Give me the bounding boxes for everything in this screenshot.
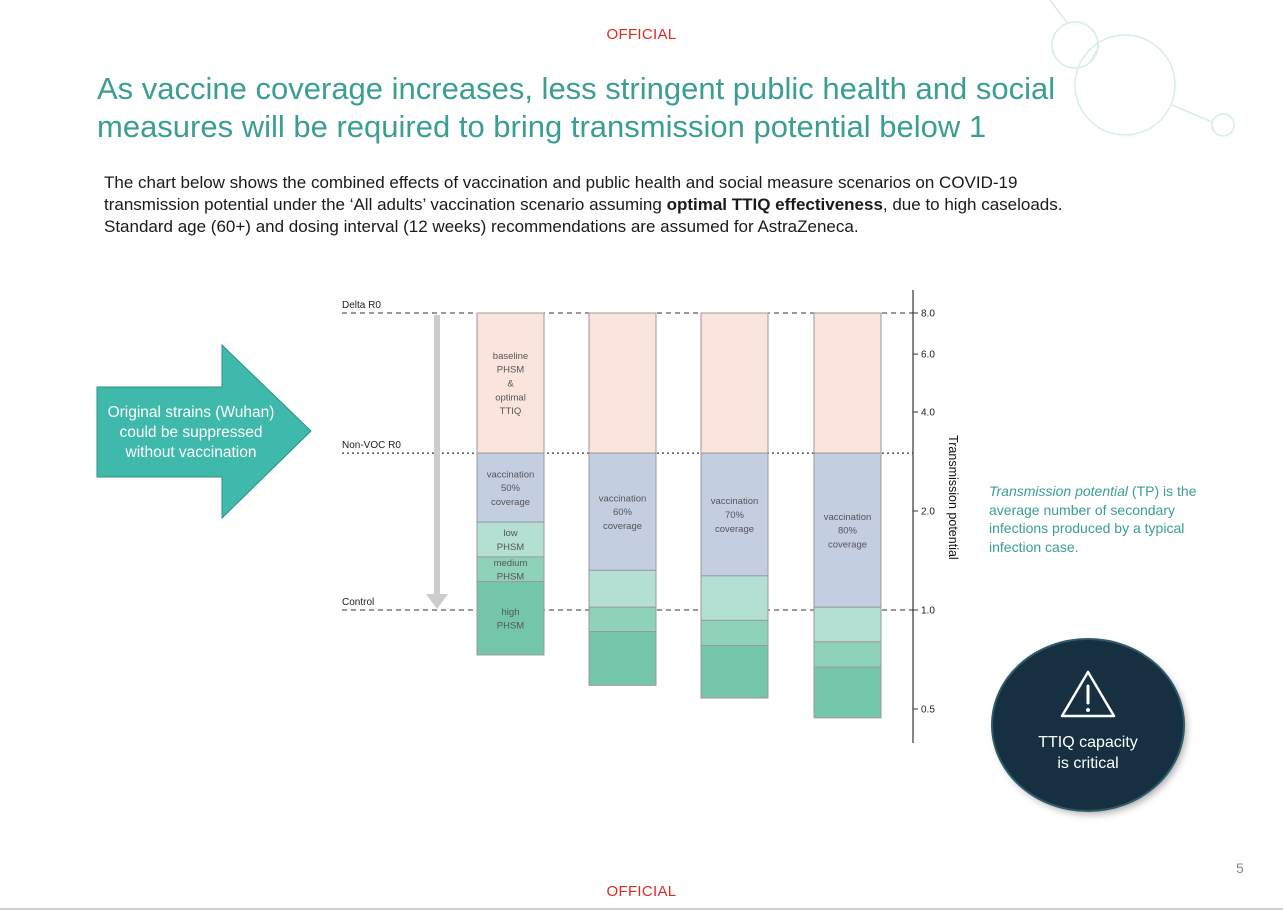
bar-label-1-1: 50% — [501, 483, 521, 494]
y-tick-label-3: 4.0 — [921, 408, 935, 419]
y-axis: 0.5 1.0 2.0 4.0 6.0 8.0 Transmission potential — [912, 290, 960, 743]
reference-label-1: Non-VOC R0 — [342, 440, 401, 451]
arrow-callout-shape — [96, 343, 312, 520]
classification-footer: OFFICIAL — [606, 883, 677, 900]
bar-2-medium — [700, 619, 769, 646]
y-tick-label-0: 0.5 — [921, 705, 935, 716]
bar-0-vaccination — [476, 452, 545, 523]
tp-definition-term: Transmission potential — [989, 483, 1129, 499]
y-tick-label-4: 6.0 — [921, 350, 935, 361]
bar-2-high — [700, 644, 769, 699]
bar-2-low — [700, 575, 769, 621]
intro-paragraph: The chart below shows the combined effec… — [104, 172, 1104, 238]
bar-2-baseline — [700, 312, 769, 454]
bar-1-high — [588, 631, 657, 686]
bar-label-0-2: & — [507, 379, 514, 390]
bar-0-high — [476, 581, 545, 656]
reduction-arrow-head — [426, 594, 448, 609]
intro-text-bold: optimal TTIQ effectiveness — [666, 195, 883, 214]
bar-label-3-0: medium — [494, 558, 528, 569]
ttiq-callout-text: TTIQ capacity is critical — [993, 732, 1183, 774]
bar-label-6-2: coverage — [715, 524, 754, 535]
bar-label-5-1: 60% — [613, 507, 633, 518]
intro-text-part2: , due to high caseloads. Standard age (6… — [104, 195, 1063, 236]
bar-label-7-0: vaccination — [824, 512, 872, 523]
bar-label-7-1: 80% — [838, 526, 858, 537]
warning-icon — [1060, 670, 1116, 718]
stacked-bars — [476, 312, 882, 719]
ttiq-line-1: TTIQ capacity — [1038, 734, 1138, 751]
page-number: 5 — [1236, 860, 1244, 876]
bar-3-vaccination — [813, 452, 882, 608]
bar-2-vaccination — [700, 452, 769, 577]
bar-labels: baseline PHSM & optimal TTIQ vaccination 50% co… — [487, 351, 872, 632]
tp-definition-text: (TP) is the average number of secondary … — [989, 483, 1197, 555]
bar-3-baseline — [813, 312, 882, 454]
decorative-molecule-graphic — [1049, 0, 1235, 137]
reference-label-2: Control — [342, 597, 374, 608]
bar-label-3-1: PHSM — [497, 572, 525, 583]
bar-label-0-0: baseline — [493, 351, 528, 362]
y-tick-label-2: 2.0 — [921, 507, 935, 518]
bar-label-7-2: coverage — [828, 539, 867, 550]
bar-label-2-0: low — [503, 528, 517, 539]
bar-label-4-0: high — [502, 607, 520, 618]
bottom-divider — [0, 908, 1283, 910]
ttiq-callout: TTIQ capacity is critical — [993, 640, 1183, 810]
bar-label-1-2: coverage — [491, 497, 530, 508]
bar-label-0-3: optimal — [495, 392, 526, 403]
bar-1-low — [588, 569, 657, 608]
bar-3-low — [813, 606, 882, 643]
bar-label-1-0: vaccination — [487, 469, 535, 480]
bar-0-baseline — [476, 312, 545, 454]
bar-label-0-4: TTIQ — [500, 406, 522, 417]
classification-header: OFFICIAL — [606, 26, 677, 43]
reduction-arrow — [426, 315, 448, 609]
transmission-potential-chart: Delta R0 Non-VOC R0 Control baseline PHSM & o… — [342, 290, 960, 743]
bar-label-6-0: vaccination — [711, 496, 759, 507]
reference-label-0: Delta R0 — [342, 300, 381, 311]
bar-1-baseline — [588, 312, 657, 454]
bar-label-2-1: PHSM — [497, 542, 525, 553]
tp-definition: Transmission potential (TP) is the avera… — [989, 482, 1229, 556]
bar-label-6-1: 70% — [725, 510, 745, 521]
bar-1-medium — [588, 606, 657, 633]
y-axis-label: Transmission potential — [946, 435, 960, 560]
bar-label-5-0: vaccination — [599, 493, 647, 504]
bar-label-4-1: PHSM — [497, 621, 525, 632]
bar-label-0-1: PHSM — [497, 365, 525, 376]
bar-label-5-2: coverage — [603, 521, 642, 532]
bar-1-vaccination — [588, 452, 657, 571]
y-tick-label-5: 8.0 — [921, 309, 935, 320]
bar-3-medium — [813, 641, 882, 668]
page-title: As vaccine coverage increases, less stri… — [97, 71, 1056, 144]
arrow-callout-text: Original strains (Wuhan) could be suppre… — [107, 404, 275, 461]
bar-3-high — [813, 666, 882, 719]
intro-text-part1: The chart below shows the combined effec… — [104, 173, 1018, 214]
ttiq-line-2: is critical — [1057, 755, 1119, 772]
bar-0-medium — [476, 556, 545, 583]
y-tick-label-1: 1.0 — [921, 606, 935, 617]
